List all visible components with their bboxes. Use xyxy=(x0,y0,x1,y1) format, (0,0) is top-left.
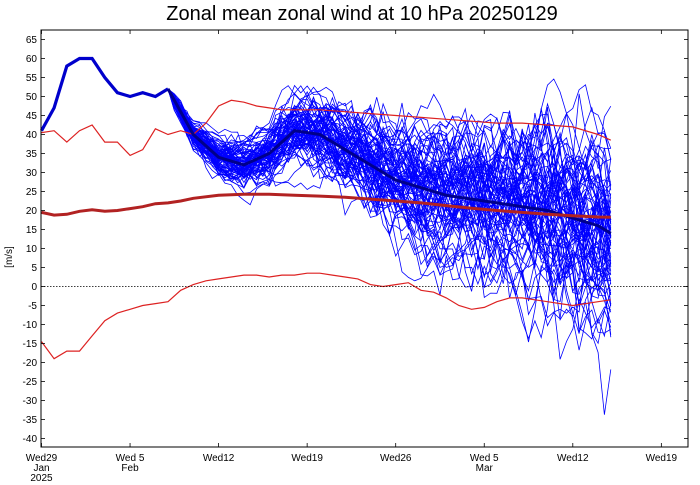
y-tick-label: 5 xyxy=(31,263,37,274)
x-tick-label: Wed12 xyxy=(557,453,589,464)
x-tick-label: 2025 xyxy=(30,473,53,484)
ensemble-member-line xyxy=(167,88,612,263)
y-tick-label: -40 xyxy=(23,434,38,445)
x-tick-label: Feb xyxy=(121,463,139,474)
plot-frame xyxy=(40,29,689,448)
y-tick-label: 20 xyxy=(26,206,38,217)
ensemble-member-line xyxy=(167,88,612,299)
y-tick-label: -35 xyxy=(23,415,38,426)
x-tick-label: Wed26 xyxy=(380,453,412,464)
y-tick-label: 55 xyxy=(26,73,38,84)
y-tick-label: 45 xyxy=(26,111,38,122)
ensemble-member-line xyxy=(167,88,611,278)
y-tick-label: 50 xyxy=(26,92,38,103)
ensemble-member-line xyxy=(167,88,611,235)
analysis-line xyxy=(40,56,169,132)
ensemble-mean-line xyxy=(166,88,612,235)
y-tick-label: -10 xyxy=(23,320,38,331)
ensemble-member-line xyxy=(167,88,612,235)
y-tick-label: 25 xyxy=(26,187,38,198)
x-tick-label: Jan xyxy=(33,463,49,474)
climatology-mean-line xyxy=(41,192,611,219)
ensemble-member-line xyxy=(167,88,612,335)
y-tick-label: 15 xyxy=(26,225,38,236)
x-tick-label: Wed19 xyxy=(291,453,323,464)
y-tick-label: 0 xyxy=(31,282,37,293)
plot-area: 65605550454035302520151050-5-10-15-20-25… xyxy=(23,29,689,484)
y-tick-label: -15 xyxy=(23,339,38,350)
ensemble-member-line xyxy=(167,88,612,230)
y-axis-label: [m/s] xyxy=(4,246,15,268)
y-tick-label: 30 xyxy=(26,168,38,179)
y-tick-label: 10 xyxy=(26,244,38,255)
x-tick-label: Wed 5 xyxy=(116,453,145,464)
climatology-max-line xyxy=(41,99,612,157)
ensemble-member-line xyxy=(167,88,612,267)
y-tick-label: -30 xyxy=(23,396,38,407)
ensemble-member-line xyxy=(167,88,611,246)
y-tick-label: 60 xyxy=(26,54,38,65)
ensemble-member-line xyxy=(167,88,612,319)
x-tick-label: Mar xyxy=(476,463,494,474)
x-tick-label: Wed 5 xyxy=(470,453,499,464)
y-tick-label: 40 xyxy=(26,130,38,141)
ensemble-member-line xyxy=(167,88,612,242)
climatology-min-line xyxy=(41,272,611,360)
chart-title: Zonal mean zonal wind at 10 hPa 20250129 xyxy=(166,3,557,25)
ensemble-member-line xyxy=(167,85,611,247)
ensemble-member-line xyxy=(167,88,611,260)
x-tick-label: Wed19 xyxy=(646,453,678,464)
x-tick-label: Wed29 xyxy=(26,453,58,464)
y-tick-label: -20 xyxy=(23,358,38,369)
y-tick-label: 35 xyxy=(26,149,38,160)
y-tick-label: -5 xyxy=(28,301,37,312)
ensemble-member-line xyxy=(167,88,612,340)
ensemble-member-line xyxy=(167,88,611,292)
ensemble-member-line xyxy=(167,88,612,244)
y-tick-label: 65 xyxy=(26,35,38,46)
y-tick-label: -25 xyxy=(23,377,38,388)
ensemble-member-line xyxy=(167,88,612,265)
ensemble-member-line xyxy=(167,88,612,334)
x-tick-label: Wed12 xyxy=(203,453,235,464)
